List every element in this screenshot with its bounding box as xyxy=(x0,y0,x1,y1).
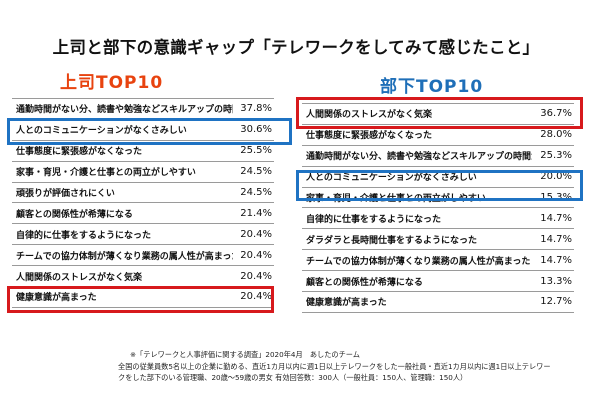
subordinate-row: 健康意識が高まった 12.7% xyxy=(302,291,574,313)
boss-row-value: 37.8% xyxy=(233,98,274,120)
boss-row: 人とのコミュニケーションがなくさみしい 30.6% xyxy=(12,119,274,141)
subordinate-row-label: 通勤時間がない分、読書や勉強などスキルアップの時間が持てる xyxy=(302,145,532,167)
boss-row: 家事・育児・介護と仕事との両立がしやすい 24.5% xyxy=(12,161,274,183)
boss-row-label: 健康意識が高まった xyxy=(12,286,233,308)
subordinate-row-value: 14.7% xyxy=(532,228,574,251)
subordinate-row: 仕事態度に緊張感がなくなった 28.0% xyxy=(302,124,574,146)
boss-row-value: 25.5% xyxy=(233,140,274,162)
subordinate-ranking-table: 人間関係のストレスがなく気楽 36.7% 仕事態度に緊張感がなくなった 28.0% 通勤… xyxy=(302,103,574,313)
subordinate-row-label: 仕事態度に緊張感がなくなった xyxy=(302,124,532,146)
boss-row: 頑張りが評価されにくい 24.5% xyxy=(12,182,274,204)
boss-row-value: 24.5% xyxy=(233,161,274,183)
survey-method-note-2: クをした部下のいる管理職、20歳〜59歳の男女 有効回答数：300人（一般社員：… xyxy=(118,373,468,382)
subordinate-row-value: 20.0% xyxy=(532,166,574,188)
boss-row-value: 20.4% xyxy=(233,265,274,288)
subordinate-row-label: 健康意識が高まった xyxy=(302,291,532,313)
boss-row-label: 通勤時間がない分、読書や勉強などスキルアップの時間が持てる xyxy=(12,98,233,120)
boss-row-label: 人とのコミュニケーションがなくさみしい xyxy=(12,119,233,141)
boss-row-label: チームでの協力体制が薄くなり業務の属人性が高まった xyxy=(12,244,233,267)
page-title: 上司と部下の意識ギャップ「テレワークをしてみて感じたこと」 xyxy=(52,38,540,57)
boss-row-value: 20.4% xyxy=(233,223,274,246)
boss-row: 通勤時間がない分、読書や勉強などスキルアップの時間が持てる37.8% xyxy=(12,98,274,120)
boss-ranking-table: 通勤時間がない分、読書や勉強などスキルアップの時間が持てる37.8%人とのコミュ… xyxy=(12,98,274,308)
subordinate-row-label: ダラダラと長時間仕事をするようになった xyxy=(302,228,532,251)
subordinate-row: 通勤時間がない分、読書や勉強などスキルアップの時間が持てる25.3% xyxy=(302,145,574,167)
subordinate-row-label: チームでの協力体制が薄くなり業務の属人性が高まった xyxy=(302,249,532,272)
boss-row-label: 仕事態度に緊張感がなくなった xyxy=(12,140,233,162)
boss-row: 健康意識が高まった 20.4% xyxy=(12,286,274,308)
subordinate-row-value: 14.7% xyxy=(532,207,574,230)
subordinate-row: 人とのコミュニケーションがなくさみしい 20.0% xyxy=(302,166,574,188)
boss-row: チームでの協力体制が薄くなり業務の属人性が高まった 20.4% xyxy=(12,244,274,267)
subordinate-row: ダラダラと長時間仕事をするようになった 14.7% xyxy=(302,228,574,251)
boss-row-value: 20.4% xyxy=(233,286,274,308)
subordinate-row-label: 家事・育児・介護と仕事との両立がしやすい xyxy=(302,187,532,209)
subordinate-panel-title: 部下TOP10 xyxy=(380,77,484,97)
subordinate-row-label: 自律的に仕事をするようになった xyxy=(302,207,532,230)
subordinate-row-value: 12.7% xyxy=(532,291,574,313)
boss-row-label: 顧客との関係性が希薄になる xyxy=(12,202,233,225)
subordinate-row-value: 15.3% xyxy=(532,187,574,209)
survey-method-note-1: 全国の従業員数5名以上の企業に勤める、直近1カ月以内に週1日以上テレワークをした… xyxy=(118,362,551,371)
boss-row: 自律的に仕事をするようになった 20.4% xyxy=(12,223,274,246)
boss-row-value: 21.4% xyxy=(233,202,274,225)
boss-row-value: 30.6% xyxy=(233,119,274,141)
subordinate-row: 顧客との関係性が希薄になる 13.3% xyxy=(302,270,574,293)
subordinate-row-value: 28.0% xyxy=(532,124,574,146)
subordinate-row-label: 顧客との関係性が希薄になる xyxy=(302,270,532,293)
boss-row: 顧客との関係性が希薄になる 21.4% xyxy=(12,202,274,225)
subordinate-row-label: 人間関係のストレスがなく気楽 xyxy=(302,103,532,125)
boss-row-value: 24.5% xyxy=(233,182,274,204)
subordinate-row-value: 25.3% xyxy=(532,145,574,167)
boss-row: 仕事態度に緊張感がなくなった 25.5% xyxy=(12,140,274,162)
subordinate-row: チームでの協力体制が薄くなり業務の属人性が高まった 14.7% xyxy=(302,249,574,272)
subordinate-row-value: 36.7% xyxy=(532,103,574,125)
boss-row-label: 頑張りが評価されにくい xyxy=(12,182,233,204)
subordinate-row-value: 13.3% xyxy=(532,270,574,293)
boss-panel-title: 上司TOP10 xyxy=(60,73,164,93)
subordinate-row-label: 人とのコミュニケーションがなくさみしい xyxy=(302,166,532,188)
subordinate-row: 家事・育児・介護と仕事との両立がしやすい 15.3% xyxy=(302,187,574,209)
subordinate-row-value: 14.7% xyxy=(532,249,574,272)
survey-source-note: ※「テレワークと人事評価に関する調査」2020年4月 あしたのチーム xyxy=(130,350,360,359)
boss-row: 人間関係のストレスがなく気楽 20.4% xyxy=(12,265,274,288)
boss-row-value: 20.4% xyxy=(233,244,274,267)
boss-row-label: 自律的に仕事をするようになった xyxy=(12,223,233,246)
boss-row-label: 家事・育児・介護と仕事との両立がしやすい xyxy=(12,161,233,183)
subordinate-row: 自律的に仕事をするようになった 14.7% xyxy=(302,207,574,230)
boss-row-label: 人間関係のストレスがなく気楽 xyxy=(12,265,233,288)
subordinate-row: 人間関係のストレスがなく気楽 36.7% xyxy=(302,103,574,125)
